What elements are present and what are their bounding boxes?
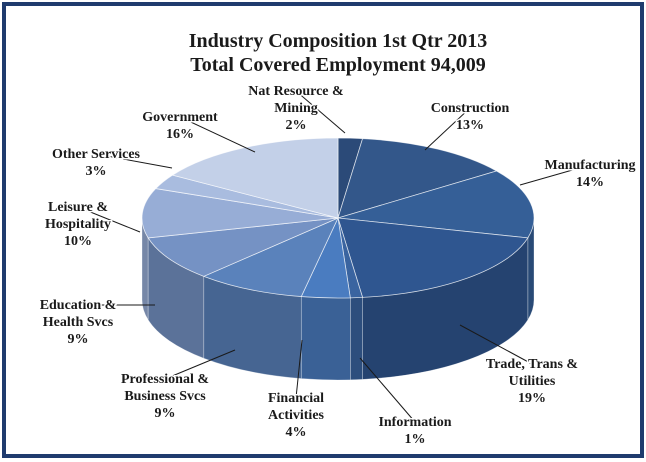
slice-value-label-8: 10% — [64, 234, 92, 249]
leader-line-3 — [459, 324, 533, 365]
leader-line-1 — [424, 107, 471, 151]
slice-name-label-9: Other Services — [52, 147, 141, 162]
slice-value-label-9: 3% — [86, 164, 107, 179]
slice-name-label-1: Construction — [431, 101, 510, 116]
slice-value-label-1: 13% — [456, 118, 484, 133]
slice-value-label-3: 19% — [518, 391, 546, 406]
slice-name-label-3: Trade, Trans & — [486, 357, 578, 372]
slice-name-label-5: Activities — [268, 408, 325, 423]
leader-line-4 — [359, 357, 416, 423]
leader-line-10 — [179, 116, 256, 153]
slice-2 — [337, 170, 535, 239]
slice-name-label-10: Government — [142, 110, 218, 125]
slice-side-4 — [350, 297, 363, 381]
slice-value-label-2: 14% — [576, 175, 604, 190]
slice-name-label-8: Leisure & — [48, 200, 108, 215]
slice-name-label-5: Financial — [268, 391, 324, 406]
slice-name-label-6: Professional & — [121, 372, 209, 387]
slice-value-label-0: 2% — [286, 118, 307, 133]
slice-name-label-3: Utilities — [509, 374, 556, 389]
chart-title: Industry Composition 1st Qtr 2013 — [189, 30, 488, 52]
slice-7 — [147, 217, 339, 277]
slice-name-label-4: Information — [378, 415, 451, 430]
slice-name-label-7: Education & — [40, 298, 117, 313]
leader-line-9 — [95, 153, 173, 169]
leader-line-6 — [164, 349, 236, 380]
slice-3 — [337, 217, 529, 298]
pie-chart — [141, 137, 535, 381]
leader-line-8 — [77, 206, 141, 233]
slice-name-label-7: Health Svcs — [43, 315, 114, 330]
slice-value-label-7: 9% — [68, 332, 89, 347]
leader-line-0 — [295, 90, 346, 134]
slice-10 — [171, 137, 339, 219]
slice-name-label-0: Nat Resource & — [248, 84, 343, 99]
leader-line-5 — [295, 339, 303, 399]
leader-lines — [77, 90, 591, 423]
slice-1 — [337, 138, 498, 219]
chart-subtitle: Total Covered Employment 94,009 — [190, 54, 486, 76]
slice-name-label-0: Mining — [274, 101, 318, 116]
slice-name-label-6: Business Svcs — [124, 389, 206, 404]
slice-value-label-6: 9% — [155, 406, 176, 421]
slice-8 — [141, 188, 339, 239]
slice-name-label-2: Manufacturing — [545, 158, 636, 173]
slice-name-label-8: Hospitality — [45, 217, 111, 232]
slice-6 — [202, 217, 339, 298]
slice-value-label-5: 4% — [286, 425, 307, 440]
slice-labels: Nat Resource & Mining 2% Construction 13% Man… — [38, 83, 637, 449]
slice-value-label-10: 16% — [166, 127, 194, 142]
leader-line-2 — [519, 164, 591, 186]
slice-side-5 — [300, 296, 351, 381]
slice-value-label-4: 1% — [405, 432, 426, 447]
